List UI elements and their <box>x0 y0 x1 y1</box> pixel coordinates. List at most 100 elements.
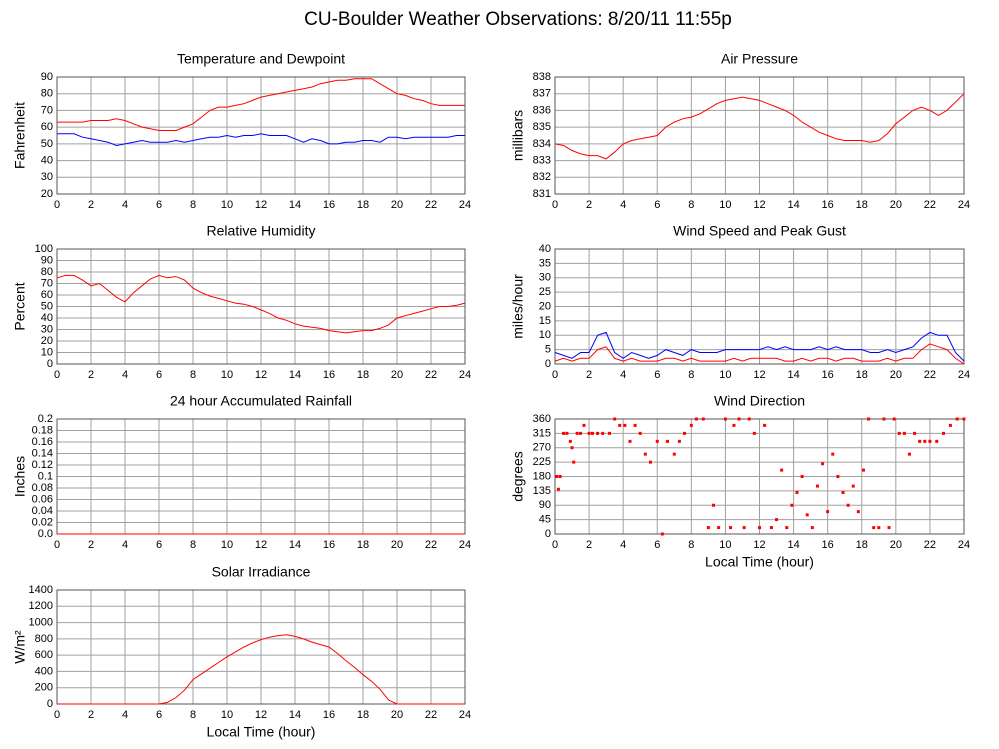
y-tick-label: 0.0 <box>38 528 53 540</box>
x-tick-label: 16 <box>822 199 834 211</box>
y-tick-label: 180 <box>533 470 551 482</box>
x-tick-label: 6 <box>156 199 162 211</box>
x-tick-label: 12 <box>753 539 765 551</box>
data-point <box>795 490 799 494</box>
x-tick-label: 2 <box>586 369 592 381</box>
chart-title: Wind Speed and Peak Gust <box>673 223 846 239</box>
y-tick-label: 834 <box>533 138 551 150</box>
data-point <box>638 431 642 435</box>
x-tick-label: 14 <box>289 709 301 721</box>
data-point <box>556 487 560 491</box>
y-tick-label: 1200 <box>29 600 53 612</box>
x-tick-label: 2 <box>586 199 592 211</box>
data-point <box>790 503 794 507</box>
x-tick-label: 22 <box>425 539 437 551</box>
data-point <box>918 439 922 443</box>
y-tick-label: 30 <box>41 323 53 335</box>
y-tick-label: 100 <box>35 243 53 255</box>
data-point <box>643 452 647 456</box>
data-point <box>683 431 687 435</box>
data-point <box>732 423 736 427</box>
y-tick-label: 60 <box>41 289 53 301</box>
figure-title: CU-Boulder Weather Observations: 8/20/11… <box>304 9 732 30</box>
x-tick-label: 4 <box>122 199 128 211</box>
data-point <box>706 526 710 530</box>
x-tick-label: 10 <box>719 369 731 381</box>
x-axis-label: Local Time (hour) <box>207 724 316 740</box>
data-point <box>737 417 741 421</box>
data-point <box>655 439 659 443</box>
x-tick-label: 4 <box>620 199 626 211</box>
x-tick-label: 14 <box>787 539 799 551</box>
x-tick-label: 2 <box>88 369 94 381</box>
data-point <box>780 468 784 472</box>
y-tick-label: 0 <box>545 528 551 540</box>
data-point <box>815 484 819 488</box>
data-point <box>579 431 583 435</box>
data-point <box>867 417 871 421</box>
y-tick-label: 0.12 <box>32 459 53 471</box>
y-tick-label: 833 <box>533 154 551 166</box>
y-tick-label: 135 <box>533 485 551 497</box>
data-point <box>800 475 804 478</box>
plot-frame <box>554 76 965 195</box>
x-tick-label: 2 <box>88 199 94 211</box>
data-point <box>711 503 715 507</box>
data-point <box>689 423 693 427</box>
x-tick-label: 6 <box>654 539 660 551</box>
x-tick-label: 8 <box>190 369 196 381</box>
data-point <box>841 490 845 494</box>
x-tick-label: 16 <box>323 709 335 721</box>
y-tick-label: 70 <box>41 104 53 116</box>
y-tick-label: 800 <box>35 633 53 645</box>
y-tick-label: 831 <box>533 188 551 200</box>
data-point <box>633 423 637 427</box>
x-tick-label: 24 <box>459 709 471 721</box>
data-point <box>596 431 600 435</box>
x-tick-label: 10 <box>221 199 233 211</box>
x-tick-label: 10 <box>719 539 731 551</box>
data-point <box>948 423 952 427</box>
x-tick-label: 18 <box>357 539 369 551</box>
x-tick-label: 24 <box>459 199 471 211</box>
data-point <box>877 526 881 530</box>
data-point <box>608 431 612 435</box>
data-point <box>747 417 751 421</box>
y-tick-label: 15 <box>539 315 551 327</box>
x-tick-label: 8 <box>688 199 694 211</box>
x-tick-label: 14 <box>289 539 301 551</box>
data-point <box>618 423 622 427</box>
data-point <box>758 526 761 530</box>
data-point <box>831 452 835 456</box>
data-point <box>897 431 901 435</box>
x-tick-label: 16 <box>822 539 834 551</box>
y-tick-label: 90 <box>539 499 551 511</box>
y-tick-label: 270 <box>533 442 551 454</box>
x-tick-label: 12 <box>255 539 267 551</box>
x-tick-label: 10 <box>221 539 233 551</box>
data-point <box>742 526 746 530</box>
x-tick-label: 4 <box>620 539 626 551</box>
chart-title: Solar Irradiance <box>212 564 311 580</box>
data-point <box>785 526 789 530</box>
x-tick-label: 20 <box>391 369 403 381</box>
x-tick-label: 4 <box>122 539 128 551</box>
x-tick-label: 6 <box>156 539 162 551</box>
plot-frame <box>56 248 466 365</box>
x-tick-label: 18 <box>357 199 369 211</box>
data-point <box>701 417 705 421</box>
data-point <box>935 439 939 443</box>
data-point <box>923 439 927 443</box>
y-tick-label: 837 <box>533 88 551 100</box>
y-tick-label: 40 <box>539 243 551 255</box>
x-tick-label: 10 <box>221 709 233 721</box>
x-tick-label: 20 <box>890 539 902 551</box>
x-tick-label: 8 <box>688 539 694 551</box>
x-tick-label: 0 <box>552 369 558 381</box>
x-tick-label: 20 <box>391 539 403 551</box>
x-tick-label: 22 <box>425 369 437 381</box>
x-tick-label: 8 <box>688 369 694 381</box>
x-tick-label: 8 <box>190 199 196 211</box>
y-tick-label: 70 <box>41 277 53 289</box>
x-tick-label: 12 <box>255 199 267 211</box>
